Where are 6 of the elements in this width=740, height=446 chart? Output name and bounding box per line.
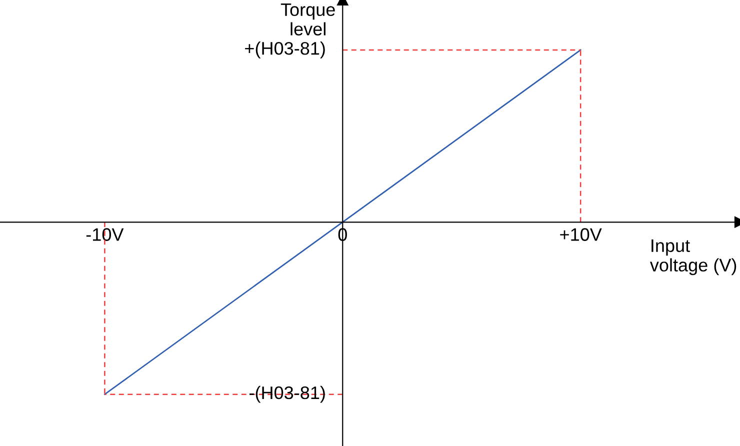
x-axis-title: Input voltage (V) bbox=[650, 239, 736, 276]
x-tick-label: +10V bbox=[560, 228, 602, 241]
x-tick-label: -10V bbox=[86, 228, 124, 241]
annotation: +(H03-81) bbox=[245, 42, 325, 58]
y-axis-title: Torque level bbox=[280, 3, 335, 36]
annotation: -(H03-81) bbox=[250, 386, 325, 403]
